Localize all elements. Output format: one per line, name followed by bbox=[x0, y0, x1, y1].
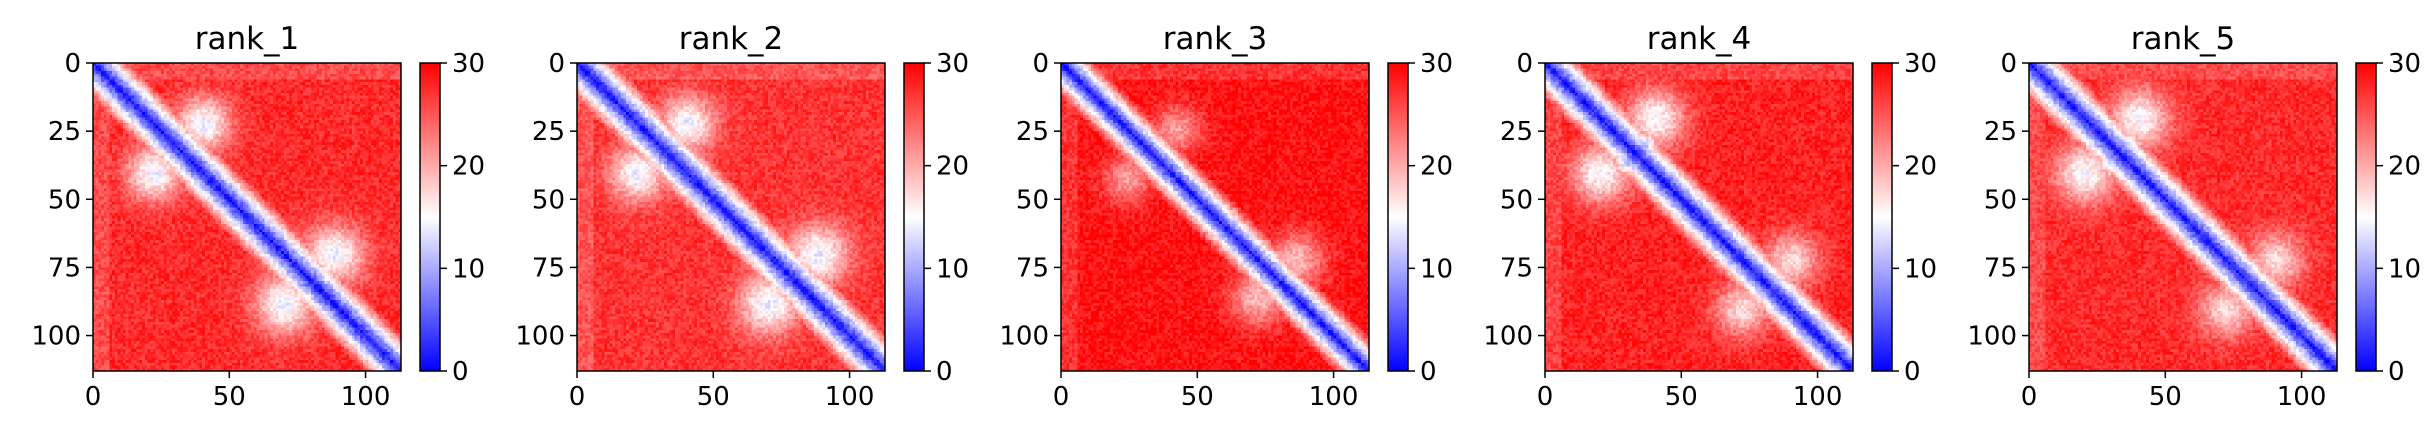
axes-frame bbox=[576, 62, 886, 372]
y-tick-label: 75 bbox=[1016, 253, 1049, 283]
colorbar-tick-label: 10 bbox=[936, 254, 969, 284]
y-tick-label: 50 bbox=[1984, 185, 2017, 215]
heatmap-image bbox=[1061, 63, 1369, 371]
axes-frame bbox=[2028, 62, 2338, 372]
y-tick-label: 50 bbox=[1016, 185, 1049, 215]
axes-frame bbox=[92, 62, 402, 372]
y-tick-label: 75 bbox=[1500, 253, 1533, 283]
heatmap-image bbox=[1545, 63, 1853, 371]
panel-title: rank_3 bbox=[1163, 21, 1268, 57]
heatmap-image bbox=[93, 63, 401, 371]
colorbar bbox=[1871, 62, 1893, 372]
y-tick-label: 100 bbox=[515, 322, 565, 352]
y-tick-label: 100 bbox=[1483, 322, 1533, 352]
x-tick-label: 100 bbox=[2277, 382, 2327, 412]
heatmap-image bbox=[577, 63, 885, 371]
colorbar-tick-label: 30 bbox=[2388, 49, 2421, 79]
panel-title: rank_1 bbox=[195, 21, 300, 57]
axes-frame bbox=[1060, 62, 1370, 372]
colorbar-tick-label: 10 bbox=[1904, 254, 1937, 284]
y-tick-label: 0 bbox=[2000, 49, 2017, 79]
y-tick-label: 100 bbox=[31, 322, 81, 352]
y-tick-label: 100 bbox=[999, 322, 1049, 352]
y-tick-label: 50 bbox=[532, 185, 565, 215]
y-tick-label: 75 bbox=[532, 253, 565, 283]
colorbar-tick-label: 20 bbox=[452, 152, 485, 182]
x-tick-label: 100 bbox=[1309, 382, 1359, 412]
heatmap-image bbox=[2029, 63, 2337, 371]
y-tick-label: 50 bbox=[1500, 185, 1533, 215]
colorbar bbox=[419, 62, 441, 372]
y-tick-label: 25 bbox=[532, 117, 565, 147]
y-tick-label: 0 bbox=[1032, 49, 1049, 79]
colorbar-tick-label: 20 bbox=[2388, 152, 2421, 182]
colorbar-tick-label: 10 bbox=[1420, 254, 1453, 284]
colorbar bbox=[1387, 62, 1409, 372]
x-tick-label: 50 bbox=[697, 382, 730, 412]
colorbar-tick-label: 30 bbox=[936, 49, 969, 79]
panel-title: rank_2 bbox=[679, 21, 784, 57]
x-tick-label: 0 bbox=[1053, 382, 1070, 412]
y-tick-label: 25 bbox=[48, 117, 81, 147]
panel-title: rank_5 bbox=[2131, 21, 2236, 57]
colorbar-tick-label: 0 bbox=[452, 357, 469, 387]
colorbar-tick-label: 10 bbox=[452, 254, 485, 284]
y-tick-label: 0 bbox=[1516, 49, 1533, 79]
x-tick-label: 50 bbox=[1665, 382, 1698, 412]
y-tick-label: 0 bbox=[64, 49, 81, 79]
colorbar-tick-label: 20 bbox=[936, 152, 969, 182]
colorbar bbox=[903, 62, 925, 372]
y-tick-label: 100 bbox=[1967, 322, 2017, 352]
x-tick-label: 100 bbox=[825, 382, 875, 412]
colorbar-tick-label: 0 bbox=[936, 357, 953, 387]
panel-title: rank_4 bbox=[1647, 21, 1752, 57]
colorbar-tick-label: 0 bbox=[1904, 357, 1921, 387]
x-tick-label: 0 bbox=[1537, 382, 1554, 412]
y-tick-label: 25 bbox=[1984, 117, 2017, 147]
y-tick-label: 25 bbox=[1500, 117, 1533, 147]
y-tick-label: 0 bbox=[548, 49, 565, 79]
colorbar-tick-label: 10 bbox=[2388, 254, 2421, 284]
x-tick-label: 100 bbox=[1793, 382, 1843, 412]
colorbar-tick-label: 30 bbox=[452, 49, 485, 79]
x-tick-label: 0 bbox=[85, 382, 102, 412]
x-tick-label: 50 bbox=[213, 382, 246, 412]
y-tick-label: 50 bbox=[48, 185, 81, 215]
colorbar-tick-label: 20 bbox=[1904, 152, 1937, 182]
colorbar bbox=[2355, 62, 2377, 372]
colorbar-tick-label: 20 bbox=[1420, 152, 1453, 182]
colorbar-tick-label: 30 bbox=[1420, 49, 1453, 79]
colorbar-tick-label: 0 bbox=[1420, 357, 1437, 387]
x-tick-label: 0 bbox=[569, 382, 586, 412]
colorbar-tick-label: 30 bbox=[1904, 49, 1937, 79]
axes-frame bbox=[1544, 62, 1854, 372]
y-tick-label: 75 bbox=[1984, 253, 2017, 283]
colorbar-tick-label: 0 bbox=[2388, 357, 2405, 387]
x-tick-label: 0 bbox=[2021, 382, 2038, 412]
y-tick-label: 75 bbox=[48, 253, 81, 283]
x-tick-label: 50 bbox=[2149, 382, 2182, 412]
x-tick-label: 50 bbox=[1181, 382, 1214, 412]
y-tick-label: 25 bbox=[1016, 117, 1049, 147]
x-tick-label: 100 bbox=[341, 382, 391, 412]
